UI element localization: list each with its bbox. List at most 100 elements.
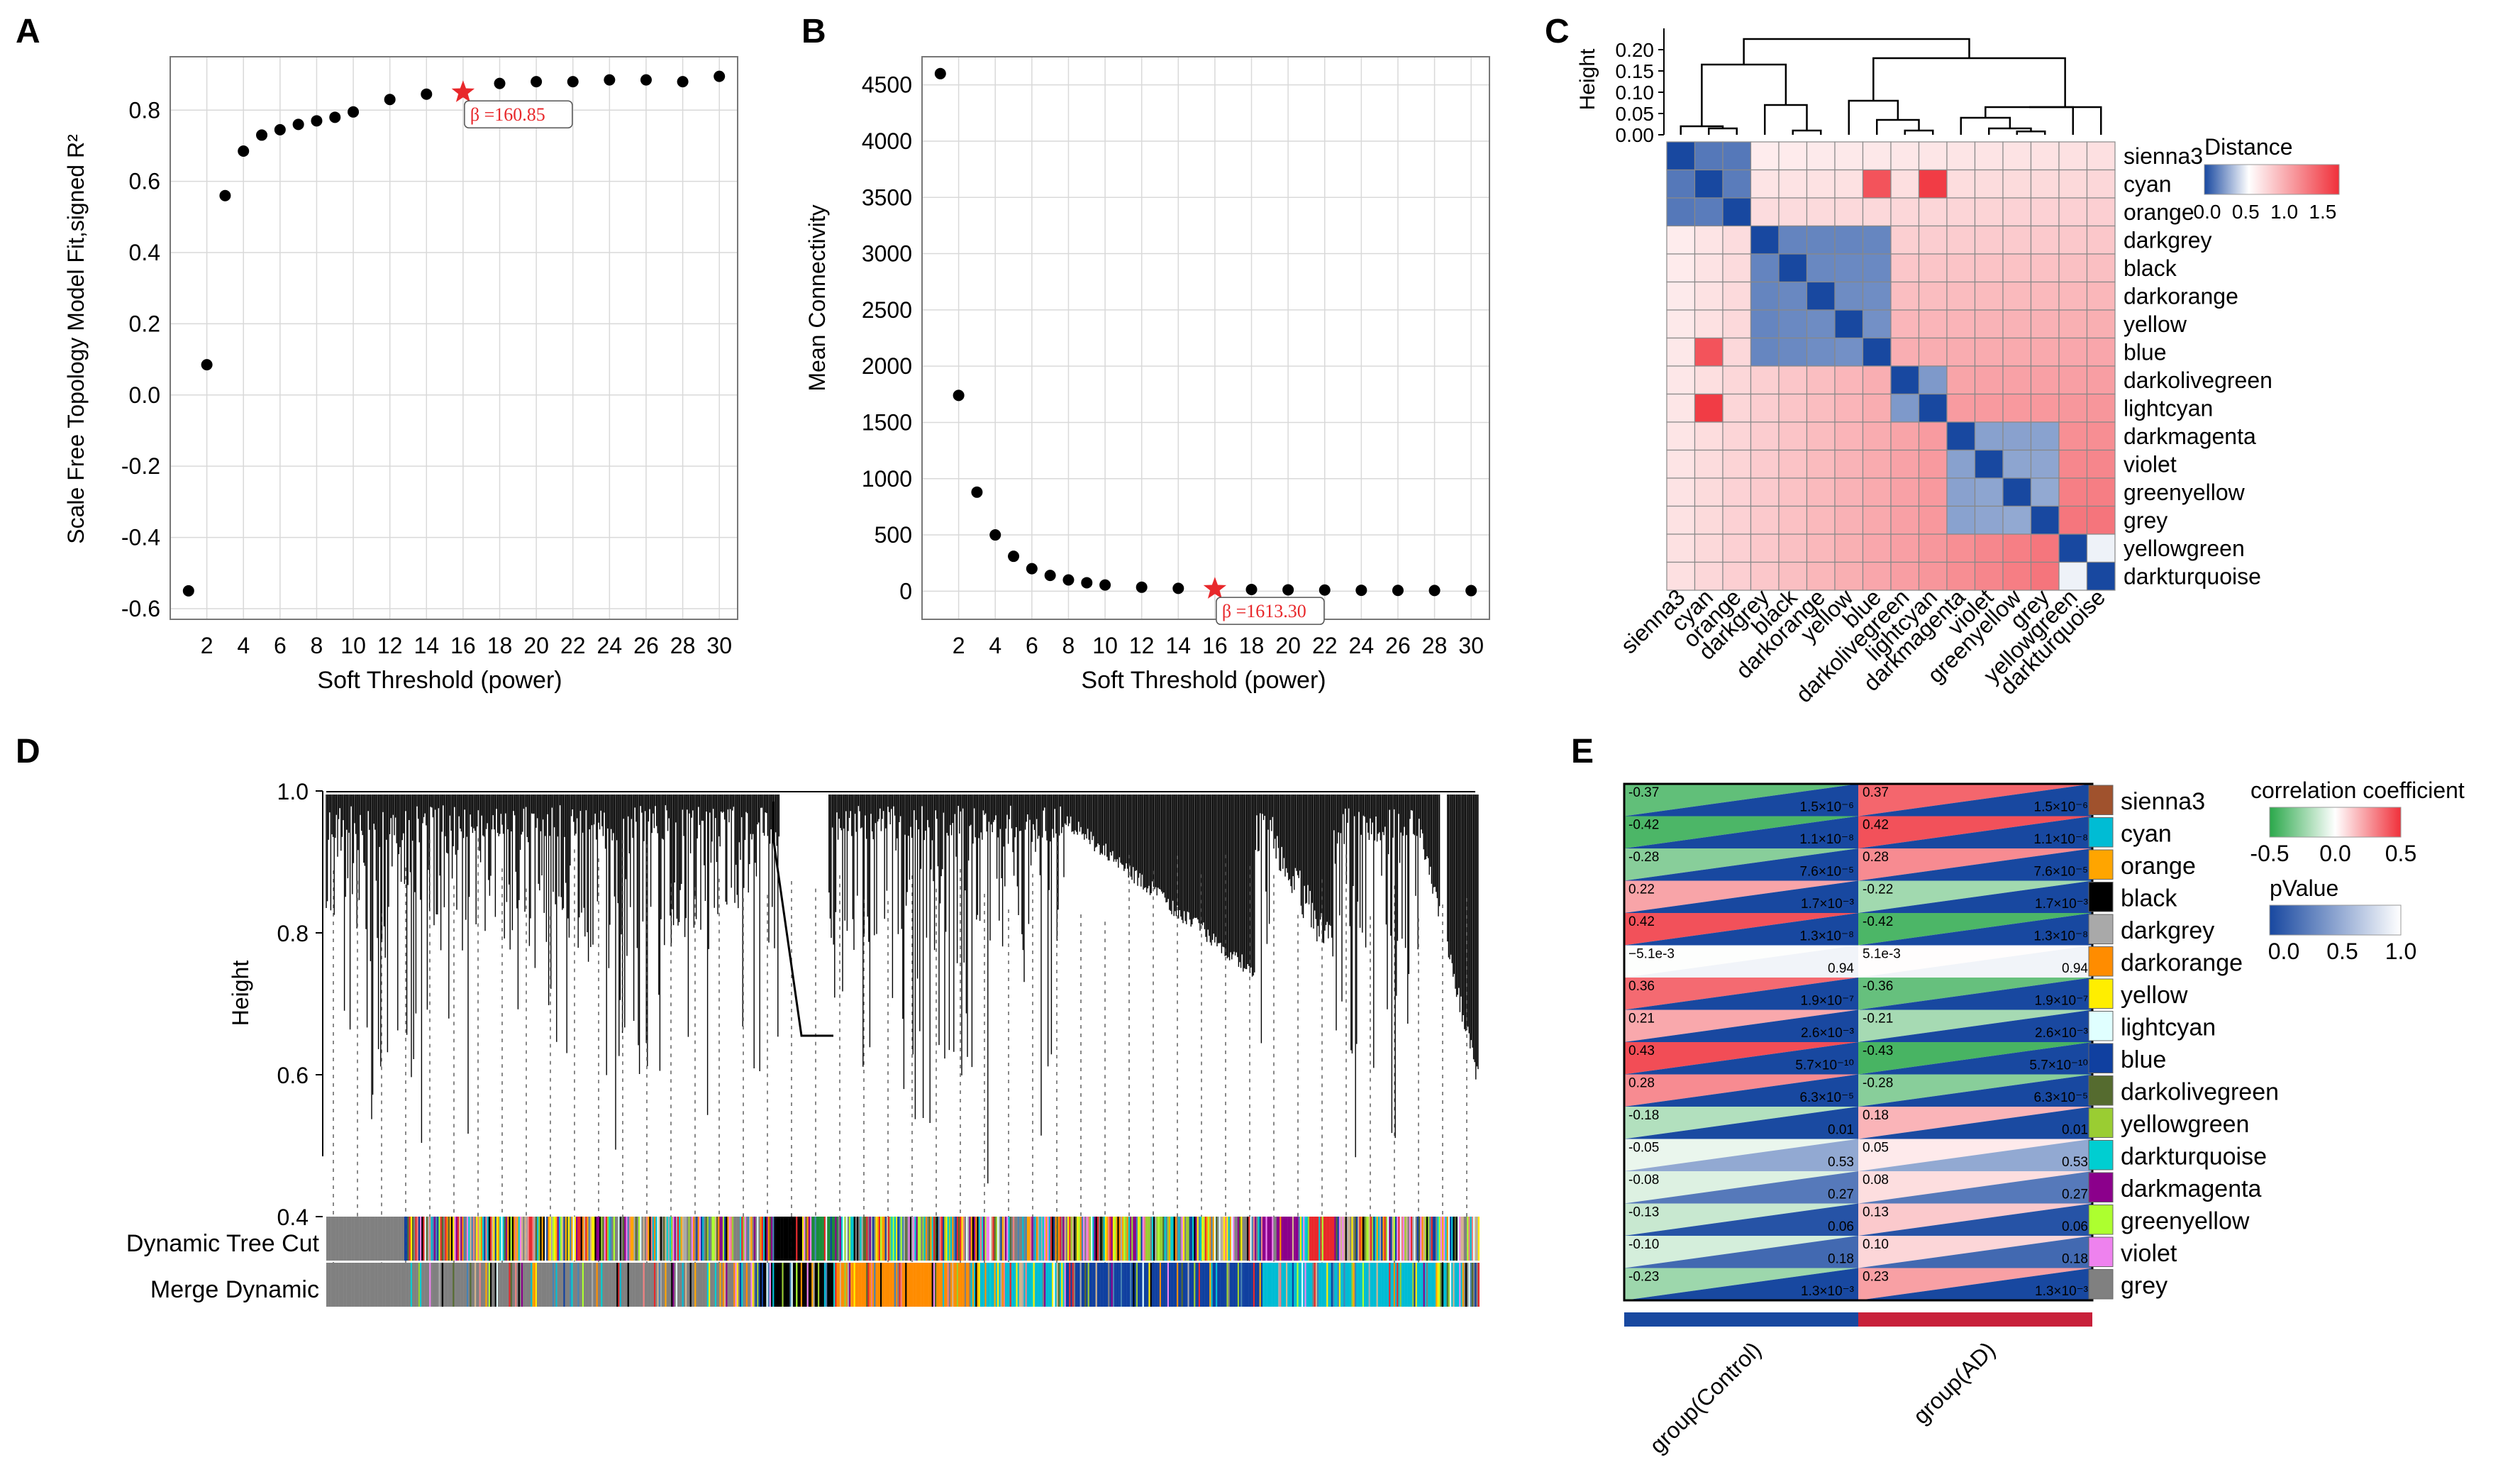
panel-d-tick-label: 0.6 [277,1063,309,1088]
panel-d-color-stripe [604,1263,606,1307]
panel-d-color-stripe [671,1263,673,1307]
panel-e-pvalue: 5.7×10⁻¹⁰ [1795,1058,1854,1073]
panel-d-color-stripe [914,1217,916,1261]
panel-d-color-stripe [1139,1263,1141,1307]
panel-e-module-label: yellow [2121,982,2188,1009]
panel-d-color-stripe [972,1217,975,1261]
panel-d-color-stripe [563,1263,565,1307]
panel-d-color-stripe [1331,1263,1333,1307]
panel-d-color-stripe [1387,1263,1389,1307]
panel-d-color-stripe [624,1263,626,1307]
panel-d-color-stripe [1104,1217,1107,1261]
panel-d-color-stripe [1122,1263,1124,1307]
panel-d-color-stripe [484,1217,486,1261]
panel-c-heatmap-cell [1974,169,2004,199]
panel-d-color-stripe [1170,1217,1172,1261]
panel-d-color-stripe [1267,1217,1269,1261]
panel-d-color-stripe [719,1263,721,1307]
panel-d-color-stripe [1126,1263,1128,1307]
panel-d-color-stripe [1228,1263,1230,1307]
panel-c-heatmap-cell [1946,141,1976,171]
panel-d-color-stripe [1153,1217,1155,1261]
panel-d-color-stripe [524,1217,526,1261]
panel-d-color-stripe [1055,1217,1057,1261]
panel-d-color-stripe [1104,1263,1107,1307]
panel-c-heatmap-cell [1806,561,1836,591]
panel-d-color-stripe [541,1217,543,1261]
panel-d-color-stripe [582,1263,584,1307]
panel-d-color-stripe [1309,1263,1311,1307]
panel-d-color-stripe [1390,1217,1392,1261]
panel-d-color-stripe [570,1217,572,1261]
panel-d-color-stripe [510,1263,512,1307]
panel-d-color-stripe [1234,1217,1236,1261]
panel-d-color-stripe [540,1217,542,1261]
panel-d-color-stripe [1389,1263,1391,1307]
panel-d-color-stripe [394,1217,397,1261]
panel-d-color-stripe [1131,1263,1133,1307]
panel-d-color-stripe [607,1217,609,1261]
panel-c-module-dendrogram [1680,38,2102,135]
panel-d-color-stripe [978,1217,980,1261]
panel-d-color-stripe [1044,1263,1046,1307]
panel-a-xtick-label: 28 [670,633,696,658]
panel-d-color-stripe [616,1263,618,1307]
panel-c-heatmap-cell [1694,169,1724,199]
panel-d-color-stripe [507,1217,509,1261]
panel-e-pvalue-triangle [1624,1268,1858,1300]
panel-d-color-stripe [736,1263,738,1307]
panel-d-color-stripe [468,1217,470,1261]
panel-c-heatmap-cell [1946,505,1976,535]
panel-d-color-stripe [987,1263,990,1307]
panel-b-data-point [1062,574,1075,586]
panel-d-color-stripe [354,1217,356,1261]
panel-d-color-stripe [1259,1217,1261,1261]
panel-d-color-stripe [1315,1263,1318,1307]
panel-b-ytick-label: 1500 [862,409,912,435]
panel-d-color-stripe [709,1263,711,1307]
panel-d-color-stripe [1239,1263,1241,1307]
panel-c-dendro-branch [1872,57,2066,107]
panel-d-color-stripe [1140,1263,1143,1307]
panel-d-color-stripe [1301,1263,1304,1307]
panel-d-color-stripe [1226,1217,1228,1261]
panel-c-heatmap-cell [1666,393,1696,423]
panel-d-color-stripe [440,1263,442,1307]
panel-d-color-stripe [648,1263,650,1307]
panel-d-color-stripe [874,1217,876,1261]
panel-e-legend-corr-tick: 0.5 [2385,841,2416,866]
panel-c-heatmap-cell [1862,309,1892,339]
panel-d-color-stripe [479,1263,481,1307]
panel-d-color-stripe [760,1263,762,1307]
panel-d-color-stripe [453,1263,455,1307]
panel-d-color-stripe [1373,1217,1375,1261]
panel-c-heatmap-cell [1750,309,1780,339]
panel-d-color-stripe [977,1263,979,1307]
panel-c-heatmap-cell [1974,449,2004,479]
panel-d-color-stripe [480,1217,483,1261]
panel-e-corr-value: −5.1e-3 [1628,947,1675,962]
panel-d-color-stripe [379,1217,382,1261]
panel-c-dendro-branch [1701,63,1787,126]
panel-d-color-stripe [1116,1217,1118,1261]
panel-d-color-stripe [646,1217,648,1261]
panel-d-color-stripe [1039,1263,1041,1307]
panel-d-color-stripe [445,1217,447,1261]
panel-d-color-stripe [1048,1263,1050,1307]
panel-d-color-stripe [705,1263,707,1307]
panel-d-color-stripe [1165,1217,1167,1261]
panel-d-color-stripe [640,1217,642,1261]
panel-d-color-stripe [1069,1263,1071,1307]
panel-d-color-stripe [966,1217,968,1261]
panel-d-color-stripe [979,1263,982,1307]
panel-d-color-stripe [867,1263,870,1307]
panel-d-color-stripe [432,1263,434,1307]
panel-b-data-point [1172,582,1184,594]
panel-c-heatmap-cell [2058,169,2088,199]
panel-d-color-stripe [750,1217,753,1261]
panel-c-heatmap-cell [1862,281,1892,311]
panel-d-color-stripe [978,1263,980,1307]
panel-d-color-stripe [351,1263,353,1307]
panel-d-tick-label: 0.8 [277,921,309,946]
panel-d-color-stripe [396,1217,399,1261]
